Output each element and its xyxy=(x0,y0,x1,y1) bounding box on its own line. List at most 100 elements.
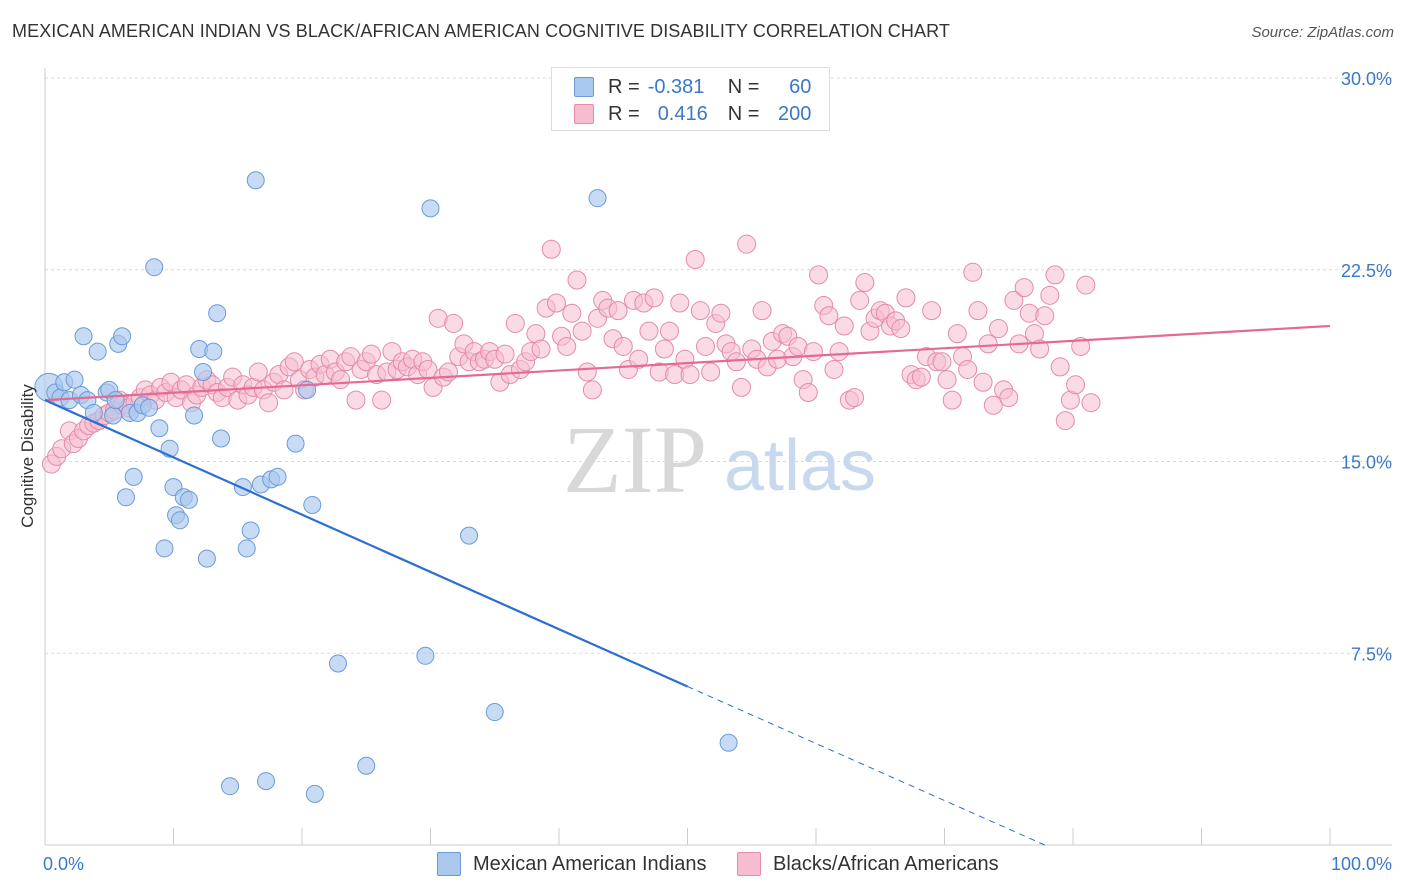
point-mexican-american-indian xyxy=(150,419,169,438)
point-black-african-american xyxy=(361,344,381,364)
point-mexican-american-indian xyxy=(485,703,504,722)
point-mexican-american-indian xyxy=(588,189,607,208)
point-mexican-american-indian xyxy=(305,784,324,803)
point-black-african-american xyxy=(891,319,911,339)
y-tick-label: 22.5% xyxy=(1341,261,1392,281)
point-black-african-american xyxy=(737,234,757,254)
point-black-african-american xyxy=(922,301,942,321)
point-mexican-american-indian xyxy=(357,756,376,775)
point-black-african-american xyxy=(942,390,962,410)
point-mexican-american-indian xyxy=(104,406,123,425)
point-black-african-american xyxy=(444,313,464,333)
point-mexican-american-indian xyxy=(74,327,93,346)
point-black-african-american xyxy=(999,388,1019,408)
point-black-african-american xyxy=(613,336,633,356)
point-black-african-american xyxy=(495,344,515,364)
point-black-african-american xyxy=(968,301,988,321)
watermark-atlas: atlas xyxy=(724,426,876,506)
point-black-african-american xyxy=(531,339,551,359)
point-mexican-american-indian xyxy=(328,654,347,673)
point-black-african-american xyxy=(660,321,680,341)
point-mexican-american-indian xyxy=(719,733,738,752)
point-mexican-american-indian xyxy=(421,199,440,218)
point-black-african-american xyxy=(958,359,978,379)
legend-item-mexican-american-indians: Mexican American Indians xyxy=(437,852,706,876)
pink-legend-swatch xyxy=(737,852,761,876)
point-black-african-american xyxy=(685,250,705,270)
point-black-african-american xyxy=(726,352,746,372)
point-black-african-american xyxy=(1081,393,1101,413)
point-black-african-american xyxy=(557,336,577,356)
point-mexican-american-indian xyxy=(155,539,174,558)
point-mexican-american-indian xyxy=(233,478,252,497)
point-black-african-american xyxy=(541,239,561,259)
point-black-african-american xyxy=(937,370,957,390)
point-black-african-american xyxy=(582,380,602,400)
point-black-african-american xyxy=(1040,285,1060,305)
pink-swatch xyxy=(574,104,594,124)
point-mexican-american-indian xyxy=(116,488,135,507)
legend-row-blue: R = -0.381 N = 60 xyxy=(574,74,811,100)
point-black-african-american xyxy=(932,352,952,372)
point-black-african-american xyxy=(1076,275,1096,295)
point-mexican-american-indian xyxy=(145,258,164,277)
point-black-african-american xyxy=(608,301,628,321)
point-mexican-american-indian xyxy=(257,772,276,791)
point-black-african-american xyxy=(819,306,839,326)
point-black-african-american xyxy=(654,339,674,359)
point-black-african-american xyxy=(1071,336,1091,356)
y-axis-label: Cognitive Disability xyxy=(18,384,37,528)
legend-n-label: N = xyxy=(727,102,760,125)
point-black-african-american xyxy=(798,382,818,402)
series-name-blue: Mexican American Indians xyxy=(473,852,707,875)
point-black-african-american xyxy=(639,321,659,341)
point-black-african-american xyxy=(695,336,715,356)
point-mexican-american-indian xyxy=(194,363,213,382)
point-black-african-american xyxy=(690,301,710,321)
point-black-african-american xyxy=(1055,411,1075,431)
point-black-african-american xyxy=(1066,375,1086,395)
point-black-african-american xyxy=(809,265,829,285)
point-black-african-american xyxy=(372,390,392,410)
point-mexican-american-indian xyxy=(286,434,305,453)
point-mexican-american-indian xyxy=(113,327,132,346)
legend-n-label: N = xyxy=(727,75,760,98)
point-mexican-american-indian xyxy=(106,391,125,410)
watermark-zip: ZIP xyxy=(563,406,707,513)
point-mexican-american-indian xyxy=(460,526,479,545)
blue-n-value: 60 xyxy=(789,75,812,98)
blue-legend-swatch xyxy=(437,852,461,876)
pink-n-value: 200 xyxy=(778,102,812,125)
point-black-african-american xyxy=(803,342,823,362)
point-black-african-american xyxy=(1050,357,1070,377)
point-black-african-american xyxy=(731,377,751,397)
point-black-african-american xyxy=(855,273,875,293)
legend-item-blacks-african-americans: Blacks/African Americans xyxy=(737,852,999,876)
legend-r-label: R = xyxy=(608,75,640,98)
series-name-pink: Blacks/African Americans xyxy=(773,852,999,875)
point-black-african-american xyxy=(1030,339,1050,359)
point-black-african-american xyxy=(346,390,366,410)
pink-r-value: 0.416 xyxy=(657,102,708,125)
point-black-african-american xyxy=(1035,306,1055,326)
point-mexican-american-indian xyxy=(170,511,189,530)
y-tick-label: 15.0% xyxy=(1341,453,1392,473)
point-mexican-american-indian xyxy=(185,406,204,425)
y-tick-label: 7.5% xyxy=(1351,644,1392,664)
stats-legend: R = -0.381 N = 60 R = 0.416 N = 200 xyxy=(551,67,830,131)
point-mexican-american-indian xyxy=(124,467,143,486)
point-black-african-american xyxy=(670,293,690,313)
source-label: Source: ZipAtlas.com xyxy=(1251,24,1394,41)
point-mexican-american-indian xyxy=(208,304,227,323)
point-mexican-american-indian xyxy=(303,495,322,514)
point-mexican-american-indian xyxy=(65,370,84,389)
point-black-african-american xyxy=(896,288,916,308)
x-tick-label: 0.0% xyxy=(43,854,84,874)
point-black-african-american xyxy=(834,316,854,336)
point-mexican-american-indian xyxy=(179,490,198,509)
point-black-african-american xyxy=(331,370,351,390)
point-black-african-american xyxy=(988,319,1008,339)
point-black-african-american xyxy=(680,365,700,385)
point-black-african-american xyxy=(963,262,983,282)
